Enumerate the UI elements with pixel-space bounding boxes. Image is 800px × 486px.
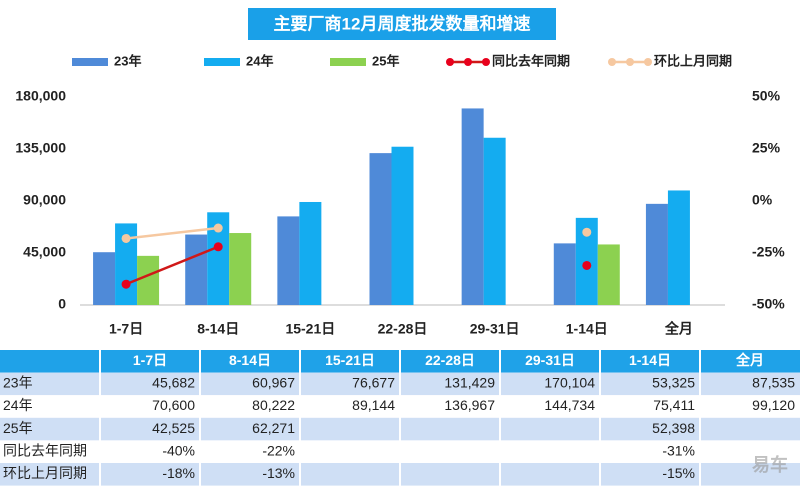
line-marker <box>121 279 131 289</box>
table-cell: 45,682 <box>152 375 195 391</box>
table-cell: -31% <box>662 442 695 458</box>
bar <box>553 243 576 305</box>
watermark: 易车 <box>752 454 788 475</box>
table-cell: 144,734 <box>544 397 595 413</box>
line-marker <box>582 227 592 237</box>
y2-tick-label: 25% <box>752 140 781 156</box>
x-tick-label: 1-7日 <box>109 321 143 337</box>
table-cell: -22% <box>262 442 295 458</box>
bar <box>299 201 322 305</box>
bar <box>645 203 668 305</box>
table-cell: 70,600 <box>152 397 195 413</box>
table-cell: 42,525 <box>152 420 195 436</box>
legend-label: 25年 <box>372 53 399 68</box>
legend-label: 环比上月同期 <box>654 53 732 68</box>
title-box <box>248 8 556 40</box>
table-row-label: 23年 <box>3 375 33 391</box>
line-marker <box>213 242 223 252</box>
x-tick-label: 1-14日 <box>566 321 608 337</box>
legend-swatch <box>626 58 634 66</box>
bar <box>667 190 690 305</box>
bar <box>115 223 138 305</box>
y-tick-label: 180,000 <box>15 88 66 104</box>
legend-swatch <box>644 58 652 66</box>
bar <box>277 216 300 305</box>
bar <box>137 255 160 305</box>
x-tick-label: 15-21日 <box>285 321 335 337</box>
y-tick-label: 0 <box>58 296 66 312</box>
table-header-cell: 29-31日 <box>525 352 575 368</box>
table-row-label: 环比上月同期 <box>3 465 87 481</box>
table-header-cell: 8-14日 <box>229 352 271 368</box>
table-cell: -15% <box>662 465 695 481</box>
table-cell: 76,677 <box>352 375 395 391</box>
line <box>125 226 219 240</box>
table-cell: 53,325 <box>652 375 695 391</box>
table-header-cell: 1-14日 <box>629 352 671 368</box>
line <box>125 245 219 286</box>
legend-swatch <box>608 58 616 66</box>
y2-tick-label: 50% <box>752 88 781 104</box>
legend-swatch <box>446 58 454 66</box>
bar <box>207 212 230 305</box>
bar <box>483 137 506 305</box>
table-cell: 52,398 <box>652 420 695 436</box>
legend-label: 同比去年同期 <box>492 53 570 68</box>
table-cell: 170,104 <box>544 375 595 391</box>
table-cell: 80,222 <box>252 397 295 413</box>
legend-swatch <box>204 58 240 66</box>
legend-label: 24年 <box>246 53 273 68</box>
bar <box>369 153 392 305</box>
table-cell: 99,120 <box>752 397 795 413</box>
x-tick-label: 全月 <box>664 321 693 337</box>
table-cell: 136,967 <box>444 397 495 413</box>
table-cell: -13% <box>262 465 295 481</box>
table-cell: 62,271 <box>252 420 295 436</box>
chart-title: 主要厂商12月周度批发数量和增速 <box>274 13 531 33</box>
legend-label: 23年 <box>114 53 141 68</box>
table-cell: 60,967 <box>252 375 295 391</box>
bar <box>93 252 116 305</box>
legend-swatch <box>330 58 366 66</box>
y-tick-label: 90,000 <box>23 192 66 208</box>
table-header-cell: 22-28日 <box>425 352 475 368</box>
table-header-cell: 1-7日 <box>133 352 167 368</box>
table-cell: 75,411 <box>653 397 695 413</box>
table-header-cell: 全月 <box>735 352 764 368</box>
table-row-label: 24年 <box>3 397 33 413</box>
bar <box>185 234 208 305</box>
y2-tick-label: 0% <box>752 192 773 208</box>
x-tick-label: 29-31日 <box>470 321 520 337</box>
table-row-label: 同比去年同期 <box>3 442 87 458</box>
table-header-cell: 15-21日 <box>325 352 375 368</box>
bar <box>461 108 484 305</box>
line-marker <box>213 223 223 233</box>
x-tick-label: 22-28日 <box>378 321 428 337</box>
table-cell: 87,535 <box>752 375 795 391</box>
line-marker <box>582 260 592 270</box>
legend-swatch <box>464 58 472 66</box>
legend-swatch <box>72 58 108 66</box>
y2-tick-label: -25% <box>752 244 785 260</box>
bar <box>391 146 414 305</box>
table-cell: -18% <box>162 465 195 481</box>
legend-swatch <box>482 58 490 66</box>
table-cell: -40% <box>162 442 195 458</box>
table-row-label: 25年 <box>3 420 33 436</box>
table-cell: 89,144 <box>352 397 395 413</box>
table-cell: 131,429 <box>444 375 495 391</box>
y-tick-label: 135,000 <box>15 140 66 156</box>
y2-tick-label: -50% <box>752 296 785 312</box>
bar <box>597 244 620 305</box>
x-tick-label: 8-14日 <box>197 321 239 337</box>
y-tick-label: 45,000 <box>23 244 66 260</box>
bar <box>229 233 252 305</box>
line-marker <box>121 233 131 243</box>
